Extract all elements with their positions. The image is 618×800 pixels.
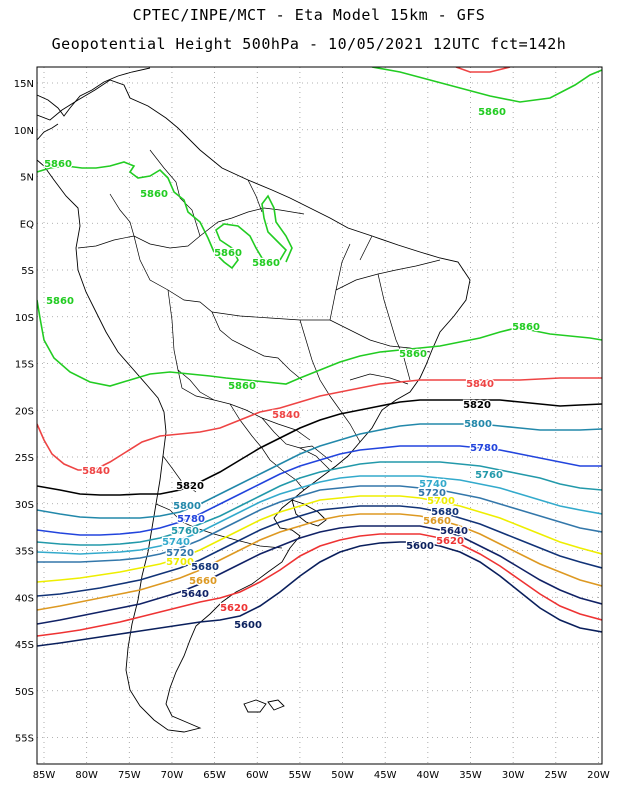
map-frame: [36, 66, 603, 765]
contour-5700: [37, 495, 602, 583]
contour-5860: [371, 67, 602, 103]
lon-tick-label: 65W: [203, 770, 226, 781]
lon-tick-label: 45W: [374, 770, 397, 781]
contour-label-5740: 5740: [419, 479, 447, 490]
contour-label-5660: 5660: [423, 516, 451, 527]
lat-tick-label: 35S: [15, 547, 34, 558]
contour-label-5680: 5680: [191, 562, 219, 573]
contour-label-5700: 5700: [166, 557, 194, 568]
lat-tick-label: 55S: [15, 734, 34, 745]
contour-label-5800: 5800: [173, 501, 201, 512]
contour-label-5820: 5820: [176, 481, 204, 492]
contour-5840: [455, 67, 511, 73]
lat-tick-label: 50S: [15, 687, 34, 698]
contour-label-5760: 5760: [171, 526, 199, 537]
south-america-coastline: [37, 79, 471, 733]
contour-label-5840: 5840: [82, 466, 110, 477]
lat-tick-label: 5S: [21, 266, 34, 277]
contour-5800: [37, 423, 602, 519]
lon-tick-label: 50W: [331, 770, 354, 781]
lon-tick-label: 40W: [417, 770, 440, 781]
contour-5680: [37, 505, 602, 597]
contour-label-5760: 5760: [475, 470, 503, 481]
contour-label-5600: 5600: [406, 541, 434, 552]
coastline-layer: [37, 67, 471, 733]
contour-label-5680: 5680: [431, 507, 459, 518]
map-title: CPTEC/INPE/MCT - Eta Model 15km - GFS: [132, 6, 486, 24]
lat-tick-label: EQ: [20, 219, 34, 230]
lon-tick-label: 85W: [33, 770, 56, 781]
contour-label-5860: 5860: [512, 322, 540, 333]
lon-tick-label: 80W: [75, 770, 98, 781]
contour-label-5780: 5780: [177, 514, 205, 525]
contour-label-5860: 5860: [228, 381, 256, 392]
contour-5760: [37, 461, 602, 546]
contour-label-5860: 5860: [214, 248, 242, 259]
contour-label-5740: 5740: [162, 537, 190, 548]
lon-tick-label: 25W: [544, 770, 567, 781]
contour-label-5840: 5840: [466, 379, 494, 390]
lat-tick-label: 15N: [14, 79, 34, 90]
country-borders: [77, 149, 441, 549]
contour-label-5720: 5720: [418, 488, 446, 499]
contour-5660: [37, 513, 602, 611]
lat-tick-label: 40S: [15, 593, 34, 604]
contour-label-5860: 5860: [46, 296, 74, 307]
contour-5600: [37, 541, 602, 647]
lat-tick-label: 10S: [15, 313, 34, 324]
lat-lon-grid: [37, 67, 602, 764]
contour-label-5780: 5780: [470, 443, 498, 454]
lon-tick-label: 35W: [459, 770, 482, 781]
contour-label-5800: 5800: [464, 419, 492, 430]
map-subtitle: Geopotential Height 500hPa - 10/05/2021 …: [51, 35, 567, 53]
contour-label-5620: 5620: [436, 536, 464, 547]
contour-5860: [37, 299, 602, 387]
contour-label-5860: 5860: [399, 349, 427, 360]
lat-tick-label: 10N: [14, 126, 34, 137]
contour-5740: [37, 475, 602, 555]
contour-label-5860: 5860: [44, 159, 72, 170]
lon-tick-label: 75W: [118, 770, 141, 781]
contour-label-5820: 5820: [463, 400, 491, 411]
contour-label-5860: 5860: [478, 107, 506, 118]
contour-label-5840: 5840: [272, 410, 300, 421]
contour-label-5640: 5640: [440, 526, 468, 537]
central-america-coastline: [37, 67, 151, 117]
contour-label-5620: 5620: [220, 603, 248, 614]
contour-5620: [37, 533, 602, 637]
contour-5840: [37, 377, 602, 471]
contour-label-5860: 5860: [252, 258, 280, 269]
lat-tick-label: 30S: [15, 500, 34, 511]
lon-tick-label: 60W: [246, 770, 269, 781]
contour-5820: [37, 399, 602, 496]
contour-label-5860: 5860: [140, 189, 168, 200]
lat-tick-label: 20S: [15, 406, 34, 417]
lat-tick-label: 5N: [20, 173, 34, 184]
lon-tick-label: 55W: [289, 770, 312, 781]
contour-label-5660: 5660: [189, 576, 217, 587]
lat-tick-label: 15S: [15, 360, 34, 371]
lat-tick-label: 45S: [15, 640, 34, 651]
contour-5640: [37, 525, 602, 625]
contour-5720: [37, 485, 602, 563]
contour-label-5720: 5720: [166, 548, 194, 559]
contour-label-5600: 5600: [234, 620, 262, 631]
contour-label-5640: 5640: [181, 589, 209, 600]
falklands-coastline: [243, 699, 267, 713]
lon-tick-label: 70W: [161, 770, 184, 781]
contour-layer: [37, 67, 602, 647]
contour-5780: [37, 445, 602, 536]
contour-label-layer: 5860 5860 5860 5860 5860 5860 5860 5860 5860 5840…: [43, 106, 541, 633]
lat-tick-label: 25S: [15, 453, 34, 464]
lon-tick-label: 20W: [587, 770, 610, 781]
contour-label-5700: 5700: [427, 496, 455, 507]
lon-tick-label: 30W: [502, 770, 525, 781]
axis-label-layer: 15N 10N 5N EQ 5S 10S 15S 20S 25S 30S 35S 40S 45S 50S 5…: [14, 79, 610, 781]
contour-5860: [37, 161, 293, 270]
